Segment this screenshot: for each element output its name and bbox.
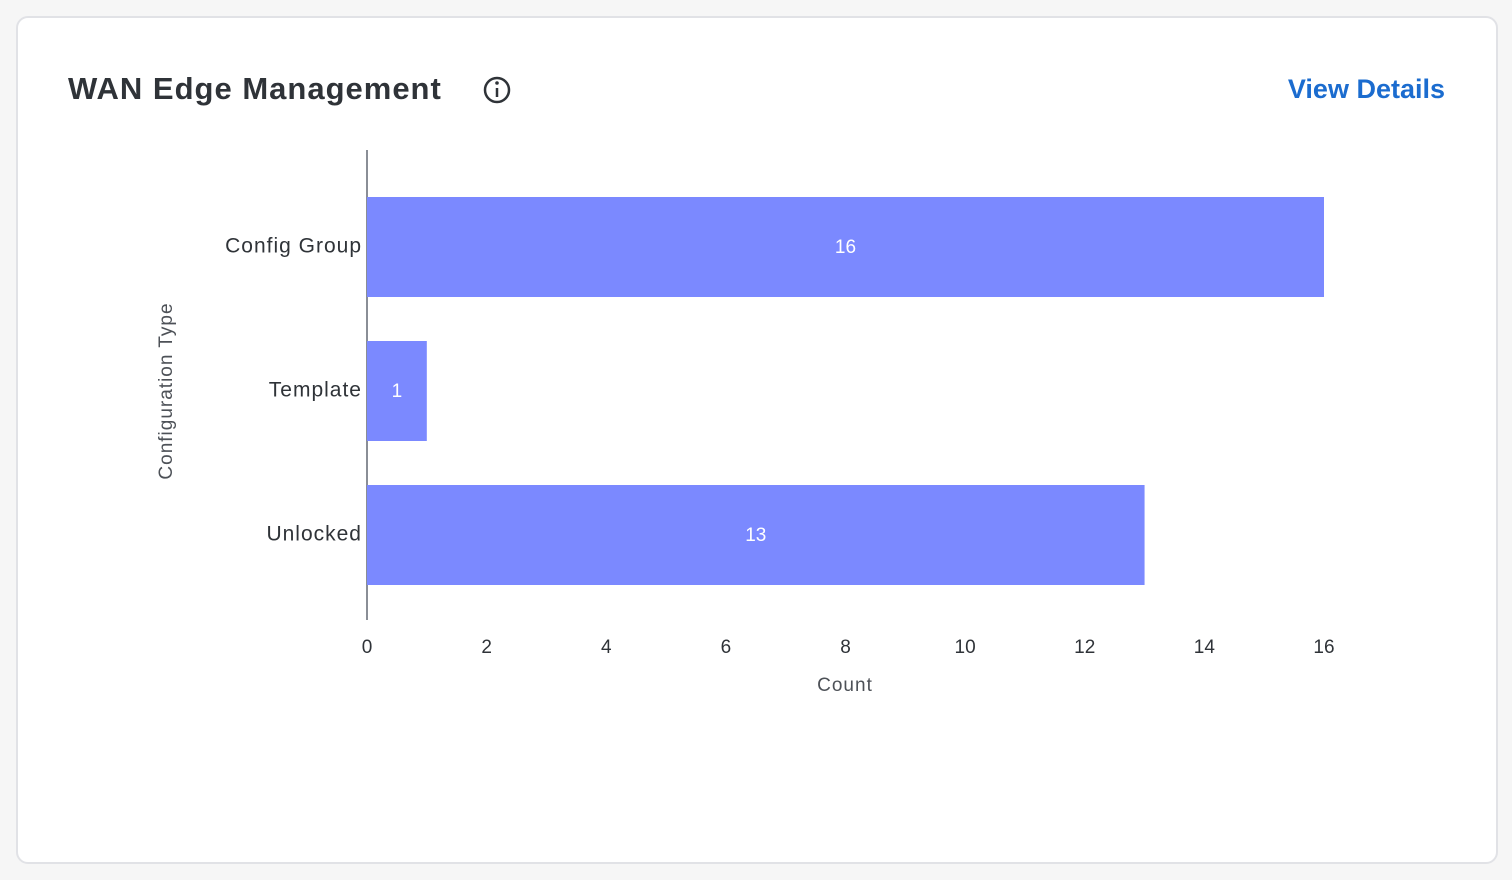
y-tick-label: Config Group [225,235,362,258]
bar [367,197,1324,297]
x-tick-label: 4 [601,637,612,658]
bar-value-label: 13 [745,525,766,546]
y-tick-label: Unlocked [266,523,362,546]
y-axis-label: Configuration Type [156,302,177,479]
bar [367,341,427,441]
x-tick-label: 0 [362,637,373,658]
x-tick-label: 12 [1074,637,1095,658]
bar-value-label: 16 [835,237,856,258]
x-tick-label: 8 [840,637,851,658]
x-tick-label: 10 [955,637,976,658]
bar-value-label: 1 [392,381,403,402]
x-tick-label: 14 [1194,637,1216,658]
card-title: WAN Edge Management [68,71,442,106]
bar [367,485,1145,585]
x-tick-label: 2 [481,637,492,658]
x-axis-label: Count [817,675,873,696]
x-tick-label: 16 [1313,637,1334,658]
info-icon[interactable] [483,76,511,104]
card [16,16,1498,864]
y-tick-label: Template [269,379,362,402]
view-details-link[interactable]: View Details [1288,74,1445,104]
x-tick-label: 6 [721,637,732,658]
